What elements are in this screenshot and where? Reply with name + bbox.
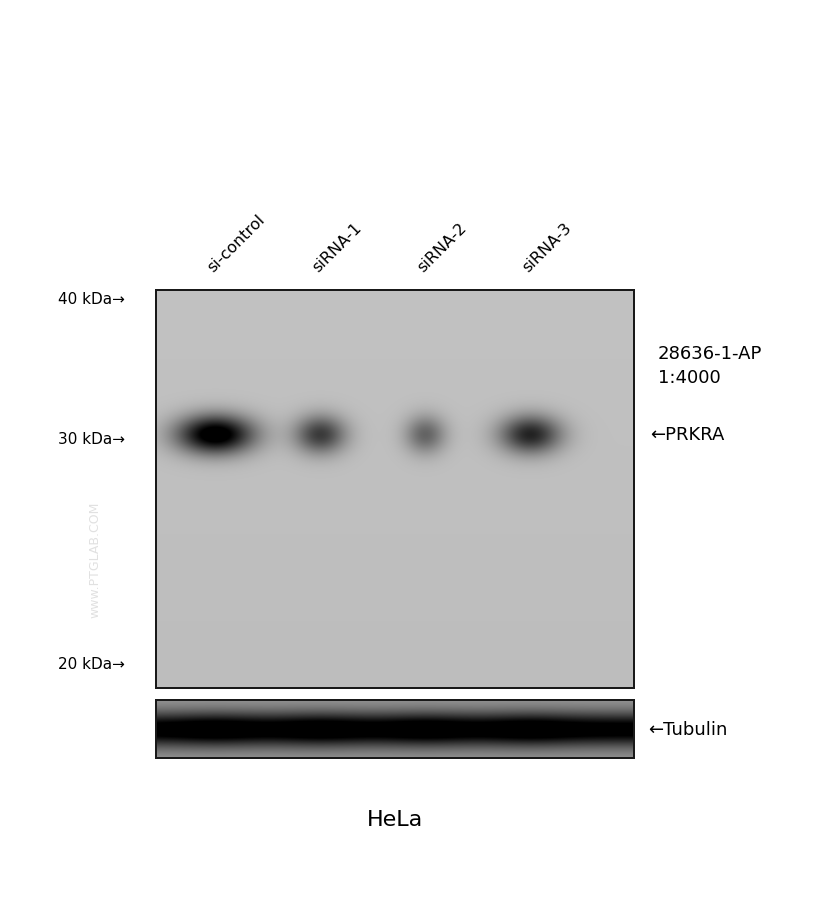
Text: siRNA-3: siRNA-3 <box>518 220 573 275</box>
Text: 20 kDa→: 20 kDa→ <box>58 657 124 672</box>
Text: si-control: si-control <box>204 212 267 275</box>
Text: HeLa: HeLa <box>366 809 423 829</box>
Text: 40 kDa→: 40 kDa→ <box>58 292 124 308</box>
Text: ←PRKRA: ←PRKRA <box>649 426 723 444</box>
Text: 30 kDa→: 30 kDa→ <box>58 432 124 447</box>
Text: siRNA-2: siRNA-2 <box>414 220 468 275</box>
Text: 28636-1-AP
1:4000: 28636-1-AP 1:4000 <box>657 345 762 386</box>
Text: www.PTGLAB.COM: www.PTGLAB.COM <box>88 502 102 618</box>
Text: siRNA-1: siRNA-1 <box>309 220 364 275</box>
Text: ←Tubulin: ←Tubulin <box>647 720 726 738</box>
